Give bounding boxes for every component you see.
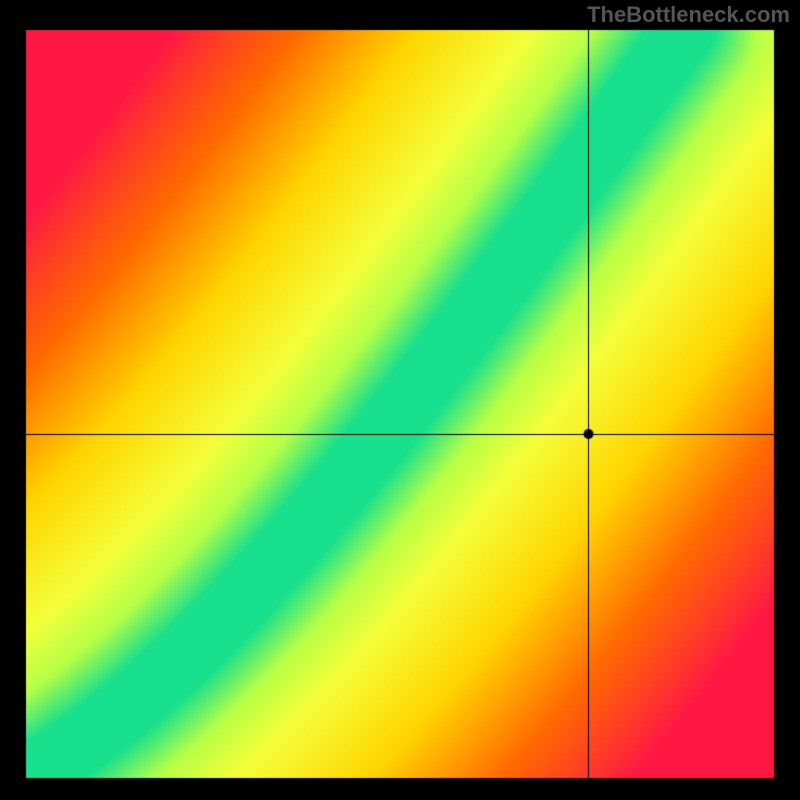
heatmap-canvas <box>0 0 800 800</box>
plot-area <box>0 0 800 800</box>
watermark-text: TheBottleneck.com <box>587 2 790 28</box>
chart-container: TheBottleneck.com <box>0 0 800 800</box>
